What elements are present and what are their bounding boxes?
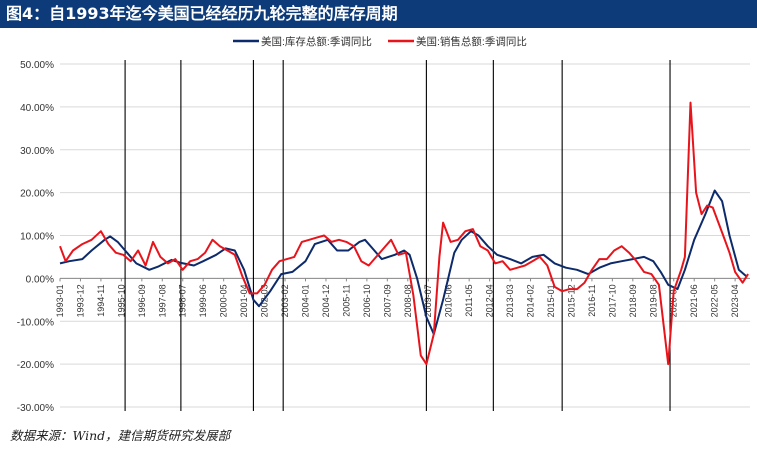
legend-label: 美国:销售总额:季调同比 [416, 35, 527, 48]
legend: 美国:库存总额:季调同比 美国:销售总额:季调同比 [233, 35, 527, 48]
x-tick-label: 2022-05 [710, 284, 720, 317]
x-tick-label: 2007-09 [382, 284, 392, 317]
y-tick-label: 40.00% [20, 103, 54, 114]
x-tick-label: 2010-06 [444, 284, 454, 317]
x-tick-label: 2005-11 [341, 284, 351, 316]
y-tick-label: -10.00% [17, 317, 54, 328]
y-tick-label: 30.00% [20, 146, 54, 157]
page-title: 图4：自1993年迄今美国已经经历九轮完整的库存周期 [0, 0, 757, 28]
y-tick-label: 50.00% [20, 60, 54, 71]
x-tick-label: 2008-08 [403, 284, 413, 317]
legend-label: 美国:库存总额:季调同比 [261, 35, 372, 48]
y-tick-label: -20.00% [17, 360, 54, 371]
x-tick-label: 2004-01 [300, 284, 310, 317]
x-tick-label: 2021-06 [689, 284, 699, 317]
x-tick-label: 2013-03 [505, 284, 515, 317]
x-tick-label: 1993-01 [55, 284, 65, 317]
x-tick-label: 2011-05 [464, 284, 474, 316]
x-axis-tick-labels: 1993-01 1993-12 1994-11 1995-10 1996-09 1997-… [55, 284, 740, 317]
x-tick-label: 2006-10 [362, 284, 372, 317]
series-line-sales [59, 101, 749, 366]
line-chart: -30.00% -20.00% -10.00% 0.00% 10.00% 20.00% 30… [17, 35, 750, 414]
x-tick-label: 1996-09 [137, 284, 147, 317]
y-tick-label: 10.00% [20, 232, 54, 243]
x-tick-label: 2015-12 [566, 284, 576, 317]
x-tick-label: 1993-12 [75, 284, 85, 317]
source-note: 数据来源：Wind，建信期货研究发展部 [10, 428, 231, 443]
x-tick-label: 2000-05 [219, 284, 229, 317]
x-tick-label: 2019-08 [648, 284, 658, 317]
x-tick-label: 2023-04 [730, 284, 740, 317]
x-tick-label: 2009-07 [423, 284, 433, 317]
y-axis-tick-labels: -30.00% -20.00% -10.00% 0.00% 10.00% 20.00% 30… [17, 60, 54, 414]
x-tick-label: 1998-07 [178, 284, 188, 317]
x-tick-label: 2015-01 [546, 284, 556, 317]
x-tick-label: 2017-10 [607, 284, 617, 317]
x-tick-label: 1997-08 [157, 284, 167, 317]
y-tick-label: -30.00% [17, 403, 54, 414]
y-tick-label: 20.00% [20, 189, 54, 200]
x-tick-label: 2001-04 [239, 284, 249, 317]
x-tick-label: 2018-09 [628, 284, 638, 317]
x-tick-label: 2016-11 [587, 284, 597, 316]
x-tick-label: 2012-04 [485, 284, 495, 317]
y-tick-label: 0.00% [26, 274, 54, 285]
x-tick-label: 2002-03 [260, 284, 270, 317]
grid-lines [59, 63, 750, 408]
x-tick-label: 2014-02 [526, 284, 536, 317]
series-lines [59, 101, 749, 366]
x-tick-label: 1994-11 [96, 284, 106, 316]
x-tick-label: 1995-10 [116, 284, 126, 317]
x-tick-label: 2004-12 [321, 284, 331, 317]
chart-area: -30.00% -20.00% -10.00% 0.00% 10.00% 20.00% 30… [0, 28, 757, 423]
x-tick-label: 2003-02 [280, 284, 290, 317]
cycle-divider-lines [124, 60, 671, 411]
x-tick-label: 1999-06 [198, 284, 208, 317]
